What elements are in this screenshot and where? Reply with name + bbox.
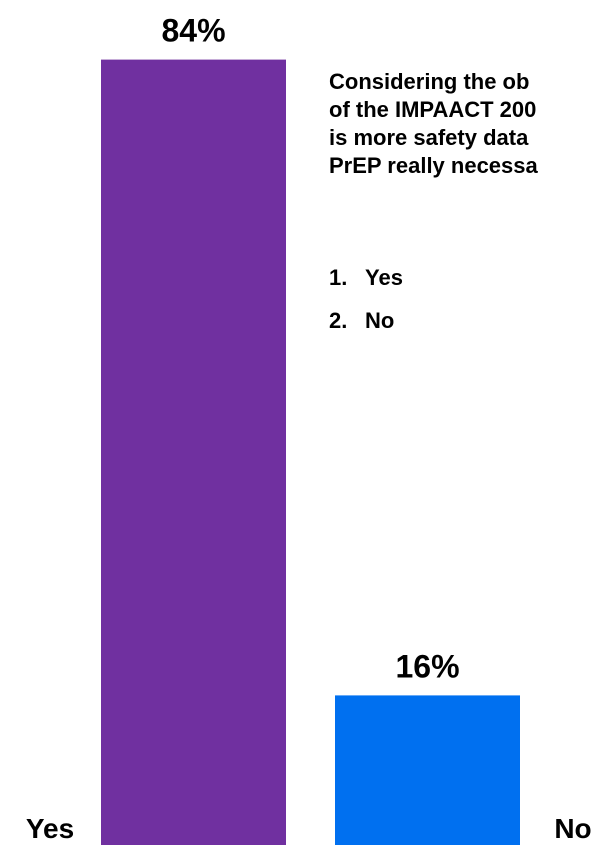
bar-yes <box>101 59 286 845</box>
bar-no <box>335 695 520 845</box>
question-line: of the IMPAACT 200 <box>329 97 537 122</box>
option-label: No <box>365 308 395 333</box>
value-label-yes: 84% <box>161 13 225 49</box>
option-number: 2. <box>329 308 348 333</box>
option-label: Yes <box>365 265 403 290</box>
category-label-yes: Yes <box>26 813 74 844</box>
question-line: Considering the ob <box>329 69 530 94</box>
question-line: is more safety data <box>329 125 529 150</box>
answer-option-yes: 1. Yes <box>329 256 403 299</box>
option-number: 1. <box>329 265 348 290</box>
answer-options: 1. Yes 2. No <box>329 256 403 342</box>
value-label-no: 16% <box>395 648 459 684</box>
question-text: Considering the ob of the IMPAACT 200 is… <box>329 68 599 180</box>
answer-option-no: 2. No <box>329 299 403 342</box>
category-label-no: No <box>554 813 591 844</box>
question-line: PrEP really necessa <box>329 153 538 178</box>
